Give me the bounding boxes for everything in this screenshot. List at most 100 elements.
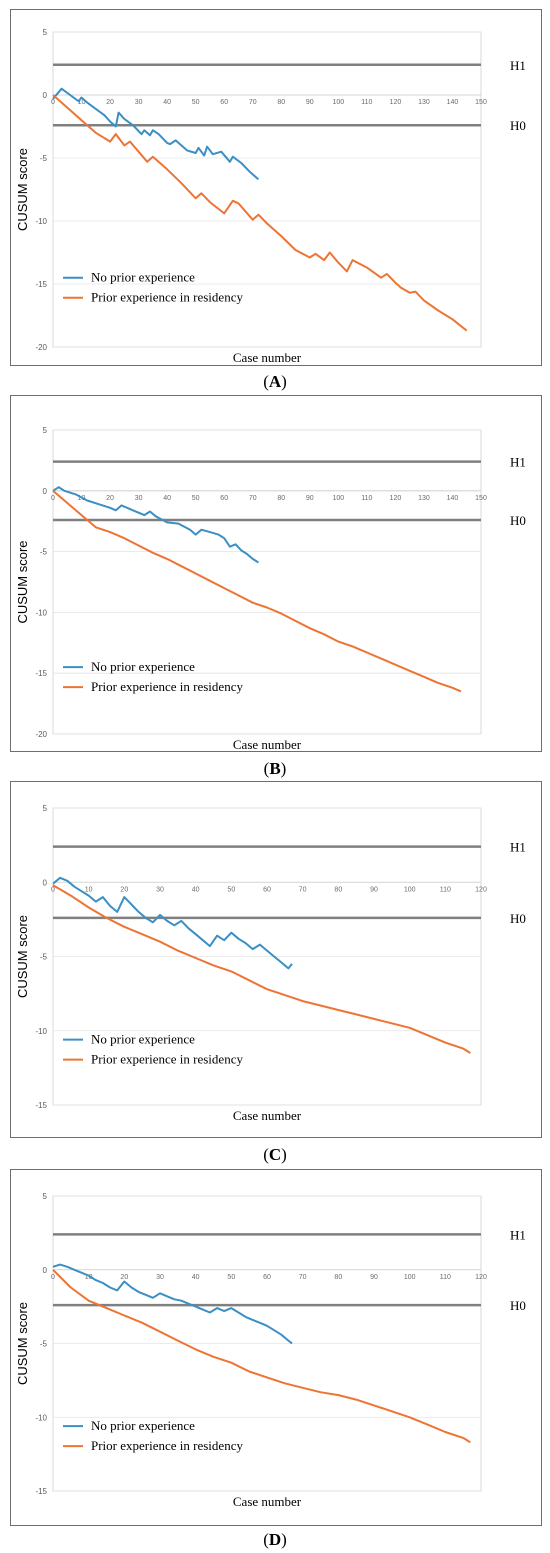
y-tick-label: -20 (35, 343, 47, 352)
legend-label: Prior experience in residency (91, 679, 243, 694)
x-tick-label: 30 (156, 886, 164, 893)
y-tick-label: 5 (43, 1192, 48, 1201)
legend-label: Prior experience in residency (91, 290, 243, 305)
y-axis-title: CUSUM score (15, 915, 30, 998)
legend-label: No prior experience (91, 1032, 195, 1047)
x-tick-label: 140 (447, 99, 459, 106)
x-tick-label: 140 (447, 495, 459, 502)
x-tick-label: 60 (263, 1274, 271, 1281)
x-axis-title: Case number (233, 350, 302, 365)
x-tick-label: 80 (277, 495, 285, 502)
x-tick-label: 0 (51, 495, 55, 502)
x-tick-label: 0 (51, 99, 55, 106)
series-line-0 (52, 87, 260, 181)
threshold-label-h0: H0 (510, 911, 526, 926)
x-tick-label: 90 (306, 495, 314, 502)
x-tick-label: 90 (370, 886, 378, 893)
x-tick-label: 90 (306, 99, 314, 106)
y-tick-label: -5 (40, 154, 48, 163)
x-tick-label: 40 (163, 495, 171, 502)
caption-d: (D) (263, 1530, 287, 1549)
x-tick-label: 70 (299, 1274, 307, 1281)
y-tick-label: -15 (35, 1101, 47, 1110)
y-tick-label: 0 (43, 487, 48, 496)
series-line-0 (52, 1263, 293, 1345)
chart-svg-d: 50-5-10-150 10 20 30 40 50 60 70 80 90 100 110 120H1… (15, 1192, 526, 1509)
x-tick-label: 20 (106, 495, 114, 502)
y-axis-title: CUSUM score (15, 148, 30, 231)
x-tick-label: 20 (120, 1274, 128, 1281)
legend-label: No prior experience (91, 659, 195, 674)
legend-label: No prior experience (91, 1418, 195, 1433)
threshold-label-h1: H1 (510, 1227, 526, 1242)
caption-c: (C) (263, 1145, 287, 1164)
chart-panel-c: 5 0 -5 -10 -15 0 10 20 30 40 50 60 70 80 90 100 110 120 H1… (10, 781, 542, 1138)
series-line-0 (52, 486, 259, 564)
threshold-label-h0: H0 (510, 118, 526, 133)
y-tick-label: -20 (35, 730, 47, 739)
x-tick-label: 80 (334, 1274, 342, 1281)
x-tick-label: 60 (263, 886, 271, 893)
x-tick-label: 100 (404, 886, 416, 893)
x-tick-label: 110 (361, 99, 372, 106)
y-tick-label: -5 (40, 1340, 48, 1349)
y-tick-label: -10 (35, 217, 47, 226)
x-tick-label: 90 (370, 1274, 378, 1281)
chart-svg-b: 50-5-10-15-200 10 20 30 40 50 60 70 80 90 100 110 12… (15, 426, 526, 752)
x-tick-label: 10 (85, 1274, 93, 1281)
x-tick-label: 130 (418, 495, 430, 502)
x-axis-title: Case number (233, 1108, 302, 1123)
x-tick-label: 110 (361, 495, 372, 502)
y-tick-label: 5 (43, 804, 48, 813)
y-tick-label: -15 (35, 1487, 47, 1496)
x-axis-title: Case number (233, 737, 302, 752)
series-line-1 (52, 884, 471, 1054)
y-tick-label: 5 (43, 426, 48, 435)
x-tick-label: 0 (51, 1274, 55, 1281)
threshold-label-h1: H1 (510, 840, 526, 855)
y-tick-label: 0 (43, 91, 48, 100)
x-tick-label: 50 (227, 1274, 235, 1281)
x-tick-label: 110 (440, 1274, 451, 1281)
y-axis-title: CUSUM score (15, 540, 30, 623)
chart-panel-b: 5 0 -5 -10 -15 -20 0 10 20 30 40 50 60 70 80 90 100 110 12… (10, 395, 542, 752)
x-tick-label: 120 (390, 495, 402, 502)
x-tick-label: 60 (220, 99, 228, 106)
x-tick-label: 130 (418, 99, 430, 106)
threshold-label-h1: H1 (510, 455, 526, 470)
x-tick-label: 80 (334, 886, 342, 893)
x-tick-label: 110 (440, 886, 451, 893)
x-tick-label: 40 (192, 1274, 200, 1281)
x-tick-label: 30 (156, 1274, 164, 1281)
series-line-1 (52, 1269, 471, 1444)
x-axis-title: Case number (233, 1494, 302, 1509)
y-tick-label: 5 (43, 28, 48, 37)
x-tick-label: 70 (249, 99, 257, 106)
x-tick-label: 120 (475, 1274, 487, 1281)
x-tick-label: 50 (192, 99, 200, 106)
legend-label: No prior experience (91, 270, 195, 285)
x-tick-label: 50 (227, 886, 235, 893)
threshold-label-h1: H1 (510, 58, 526, 73)
x-tick-label: 30 (135, 99, 143, 106)
x-tick-label: 100 (332, 495, 344, 502)
y-tick-label: -10 (35, 608, 47, 617)
x-tick-label: 10 (78, 99, 86, 106)
threshold-label-h0: H0 (510, 1298, 526, 1313)
y-tick-label: -15 (35, 669, 47, 678)
x-tick-label: 0 (51, 886, 55, 893)
y-tick-label: 0 (43, 878, 48, 887)
x-tick-label: 70 (249, 495, 257, 502)
x-tick-label: 20 (106, 99, 114, 106)
legend-label: Prior experience in residency (91, 1052, 243, 1067)
legend-label: Prior experience in residency (91, 1438, 243, 1453)
y-tick-label: -10 (35, 1027, 47, 1036)
threshold-label-h0: H0 (510, 513, 526, 528)
y-tick-label: -10 (35, 1413, 47, 1422)
x-tick-label: 20 (120, 886, 128, 893)
x-tick-label: 150 (475, 99, 487, 106)
x-tick-label: 80 (277, 99, 285, 106)
x-tick-label: 60 (220, 495, 228, 502)
y-tick-label: -5 (40, 953, 48, 962)
x-tick-label: 100 (404, 1274, 416, 1281)
